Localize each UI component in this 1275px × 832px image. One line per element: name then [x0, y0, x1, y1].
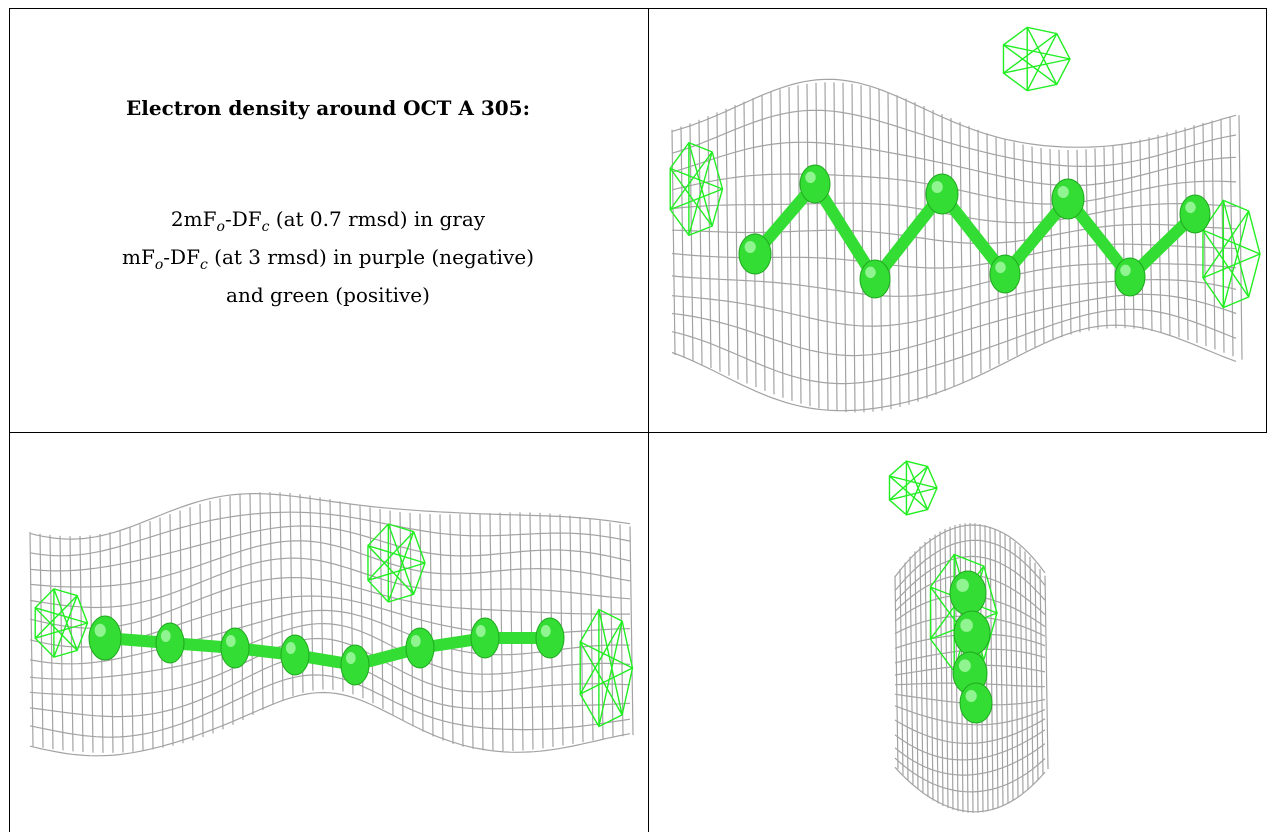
- atom: [220, 627, 250, 669]
- legend-line-positive: and green (positive): [226, 283, 430, 307]
- atom: [405, 627, 435, 669]
- atom-highlight: [410, 635, 421, 647]
- atom: [340, 644, 370, 686]
- border-top: [9, 8, 1267, 9]
- border-left: [9, 8, 10, 832]
- atom-highlight: [1057, 186, 1069, 198]
- atom-highlight: [956, 578, 969, 592]
- atom: [799, 164, 831, 204]
- atom: [989, 254, 1021, 294]
- atom-highlight: [865, 266, 876, 279]
- positive-cage-top: [888, 460, 938, 516]
- legend-line-gray: 2mFo-DFc (at 0.7 rmsd) in gray: [170, 207, 486, 235]
- border-middle: [648, 8, 649, 832]
- atom: [959, 682, 993, 724]
- figure-description: 2mFo-DFc (at 0.7 rmsd) in gray mFo-DFc (…: [9, 204, 647, 310]
- atom: [859, 259, 891, 299]
- atom-highlight: [744, 241, 756, 253]
- atom-highlight: [931, 181, 943, 193]
- atom: [1051, 178, 1085, 220]
- atom: [88, 615, 122, 661]
- atom-highlight: [958, 659, 971, 672]
- caption-cell: Electron density around OCT A 305: 2mFo-…: [9, 8, 647, 432]
- panel-top-right: [650, 9, 1265, 431]
- positive-cage-top: [1002, 26, 1071, 92]
- border-right: [1266, 8, 1267, 432]
- gray-mesh: [671, 78, 1243, 413]
- octane-molecule: [88, 615, 565, 686]
- atom: [925, 173, 959, 215]
- atom: [155, 622, 185, 664]
- atom: [1179, 194, 1211, 234]
- octane-molecule: [738, 164, 1211, 299]
- atom: [953, 610, 991, 656]
- density-view-end-on: [888, 460, 1049, 814]
- atom-highlight: [285, 642, 296, 654]
- atom: [1114, 257, 1146, 297]
- atom-highlight: [94, 623, 106, 637]
- positive-cage-top: [367, 523, 426, 603]
- figure-title: Electron density around OCT A 305:: [126, 96, 530, 120]
- atom: [280, 634, 310, 676]
- atom-highlight: [1120, 264, 1131, 277]
- density-view-linear: [29, 492, 634, 757]
- positive-cage-right: [579, 608, 634, 728]
- atom: [738, 233, 772, 275]
- atom-highlight: [960, 618, 973, 632]
- atom-highlight: [1185, 201, 1196, 214]
- border-middle-horizontal: [9, 432, 1267, 433]
- atom-highlight: [475, 625, 486, 637]
- figure-grid: Electron density around OCT A 305: 2mFo-…: [9, 8, 1267, 832]
- atom-highlight: [225, 635, 236, 647]
- panel-bottom-right: [650, 433, 1266, 832]
- atom-highlight: [805, 171, 816, 184]
- positive-cage-left: [669, 141, 724, 237]
- octane-molecule: [949, 570, 993, 724]
- atom-highlight: [160, 630, 171, 642]
- atom-highlight: [540, 625, 551, 637]
- atom-highlight: [995, 261, 1006, 274]
- atom: [470, 617, 500, 659]
- atom-highlight: [965, 690, 977, 702]
- atom-highlight: [345, 652, 356, 664]
- density-view-zigzag: [669, 26, 1261, 413]
- panel-bottom-left: [10, 433, 647, 832]
- legend-line-difference: mFo-DFc (at 3 rmsd) in purple (negative): [122, 245, 534, 273]
- positive-cage-right: [1202, 199, 1261, 309]
- bond: [809, 178, 881, 285]
- positive-cage-left: [34, 588, 89, 658]
- atom: [535, 617, 565, 659]
- atom: [949, 570, 987, 616]
